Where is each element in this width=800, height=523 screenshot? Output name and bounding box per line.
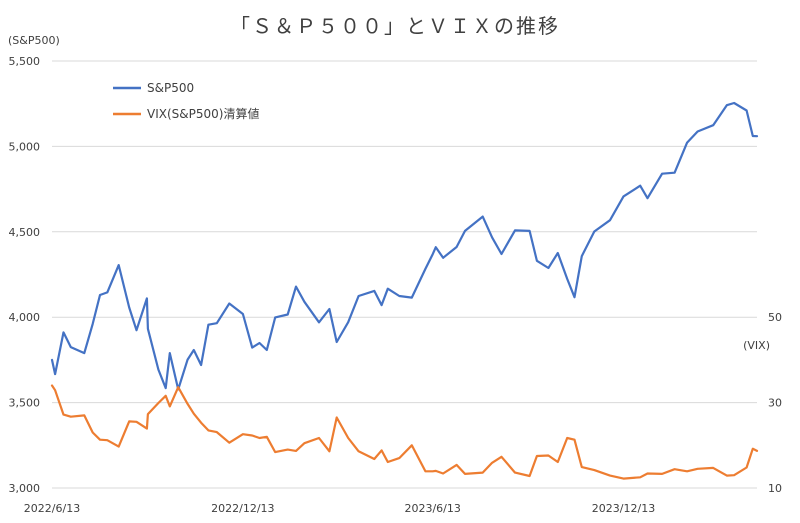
chart-title: 「Ｓ＆Ｐ５００」とＶＩＸの推移 — [230, 14, 560, 38]
right-tick-label: 10 — [768, 482, 782, 495]
left-axis-label: (S&P500) — [8, 34, 60, 47]
left-tick-label: 3,000 — [9, 482, 41, 495]
left-tick-label: 4,000 — [9, 311, 41, 324]
right-tick-label: 50 — [768, 311, 782, 324]
legend-label-2: VIX(S&P500)清算値 — [147, 106, 259, 121]
x-tick-label: 2023/12/13 — [592, 502, 655, 515]
right-tick-label: 30 — [768, 397, 782, 410]
series-line-2 — [50, 384, 759, 480]
series-layer — [50, 101, 759, 480]
series-line-1 — [50, 101, 759, 391]
x-tick-label: 2023/6/13 — [404, 502, 460, 515]
left-tick-label: 4,500 — [9, 226, 41, 239]
left-tick-label: 5,000 — [9, 140, 41, 153]
left-tick-label: 3,500 — [9, 397, 41, 410]
right-axis-label: (VIX) — [743, 339, 770, 352]
gridlines — [52, 60, 757, 489]
x-axis-ticks: 2022/6/13 2022/12/13 2023/6/13 2023/12/13 — [24, 502, 655, 515]
x-tick-label: 2022/6/13 — [24, 502, 80, 515]
left-axis-ticks: 3,000 3,500 4,000 4,500 5,000 5,500 — [9, 55, 41, 495]
legend-label-1: S&P500 — [147, 81, 194, 95]
legend: S&P500 VIX(S&P500)清算値 — [113, 81, 259, 121]
left-tick-label: 5,500 — [9, 55, 41, 68]
x-tick-label: 2022/12/13 — [211, 502, 274, 515]
right-axis-ticks: 10 30 50 — [768, 311, 782, 495]
